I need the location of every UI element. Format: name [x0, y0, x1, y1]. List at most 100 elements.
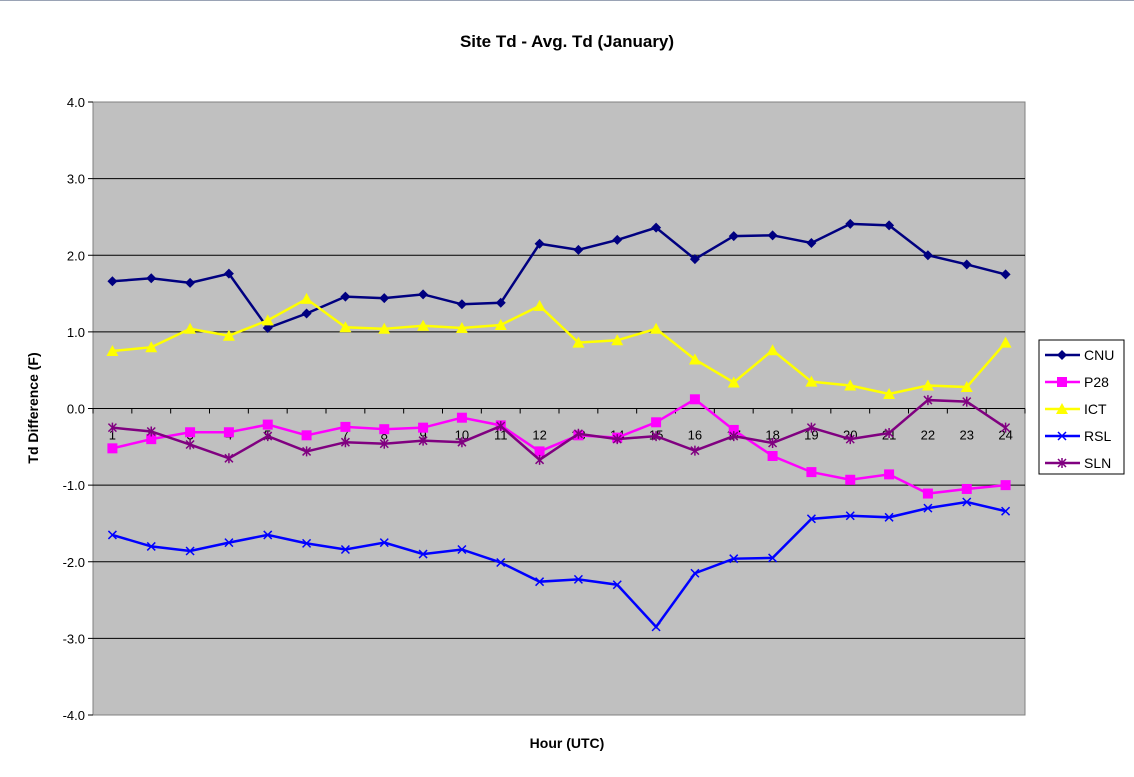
data-point-p28 — [534, 446, 545, 457]
data-point-sln — [573, 428, 583, 439]
data-point-ict — [572, 336, 585, 348]
data-point-rsl — [651, 622, 661, 632]
data-point-ict — [339, 321, 352, 333]
data-point-rsl — [418, 549, 428, 559]
data-point-rsl — [1001, 506, 1011, 516]
data-point-sln — [690, 445, 700, 456]
data-point-rsl — [340, 544, 350, 555]
y-tick-label: 3.0 — [67, 172, 85, 187]
legend-item-rsl: RSL — [1045, 428, 1111, 444]
data-point-rsl — [962, 497, 972, 507]
legend-box — [1038, 339, 1125, 475]
chart-title: Site Td - Avg. Td (January) — [460, 32, 674, 51]
data-point-ict — [455, 322, 468, 334]
data-point-rsl — [806, 514, 816, 524]
data-point-sln — [457, 437, 467, 448]
data-point-ict — [106, 345, 119, 357]
data-point-sln — [768, 437, 778, 448]
data-point-ict — [921, 379, 934, 391]
data-point-p28 — [262, 419, 273, 430]
data-point-p28 — [884, 469, 895, 480]
data-point-p28 — [689, 394, 700, 405]
y-axis-title: Td Difference (F) — [25, 352, 41, 463]
data-point-ict — [261, 314, 274, 326]
data-point-cnu — [301, 308, 312, 319]
data-point-rsl — [573, 574, 583, 584]
legend-marker — [1057, 458, 1067, 468]
data-point-cnu — [223, 268, 234, 279]
data-point-ict — [417, 319, 430, 331]
data-point-ict — [222, 329, 235, 341]
x-tick-label: 7 — [342, 428, 349, 443]
data-point-p28 — [379, 424, 390, 435]
data-point-rsl — [729, 554, 739, 564]
legend-marker — [1057, 431, 1067, 441]
data-point-ict — [300, 292, 313, 304]
data-point-p28 — [806, 467, 817, 478]
data-point-p28 — [922, 488, 933, 499]
data-point-ict — [378, 322, 391, 334]
series-cnu — [107, 218, 1011, 334]
data-point-rsl — [185, 546, 195, 556]
data-point-sln — [340, 437, 350, 448]
data-point-rsl — [457, 544, 467, 555]
data-point-cnu — [495, 297, 506, 308]
window-top-border — [0, 0, 1134, 1]
data-point-ict — [805, 375, 818, 387]
data-point-sln — [263, 431, 273, 442]
data-point-sln — [496, 421, 506, 432]
y-tick-label: -1.0 — [63, 478, 85, 493]
data-point-ict — [184, 322, 197, 334]
x-tick-label: 23 — [960, 428, 974, 443]
data-point-rsl — [107, 530, 117, 540]
data-point-cnu — [612, 234, 623, 245]
data-point-rsl — [768, 553, 778, 563]
data-point-cnu — [534, 238, 545, 249]
series-sln — [107, 395, 1011, 465]
data-point-rsl — [224, 538, 234, 548]
y-tick-label: 2.0 — [67, 248, 85, 263]
data-point-cnu — [107, 276, 118, 287]
data-point-rsl — [146, 541, 156, 551]
data-point-sln — [302, 446, 312, 457]
x-tick-label: 12 — [532, 428, 546, 443]
data-point-rsl — [496, 557, 506, 568]
data-point-cnu — [185, 277, 196, 288]
data-point-p28 — [456, 412, 467, 423]
legend-label: CNU — [1084, 347, 1114, 363]
data-point-ict — [145, 341, 158, 353]
data-point-cnu — [845, 218, 856, 229]
data-point-cnu — [922, 250, 933, 261]
y-tick-label: 1.0 — [67, 325, 85, 340]
data-point-cnu — [146, 273, 157, 284]
data-point-rsl — [612, 580, 622, 590]
data-point-ict — [650, 322, 663, 334]
data-point-p28 — [185, 427, 196, 438]
series-ict — [106, 292, 1012, 399]
legend-label: ICT — [1084, 401, 1107, 417]
data-point-cnu — [340, 291, 351, 302]
data-point-sln — [107, 422, 117, 433]
x-axis-ticks: 123456789101112131415161718192021222324 — [92, 408, 1026, 443]
data-point-rsl — [302, 538, 312, 548]
data-point-cnu — [379, 293, 390, 304]
data-point-sln — [923, 395, 933, 406]
data-point-sln — [651, 431, 661, 442]
data-point-ict — [883, 387, 896, 399]
y-tick-label: 4.0 — [67, 95, 85, 110]
series-group — [106, 218, 1012, 632]
data-point-ict — [960, 381, 973, 393]
legend-item-p28: P28 — [1045, 374, 1109, 390]
data-point-p28 — [961, 483, 972, 494]
series-line-sln — [112, 398, 1007, 462]
series-rsl — [107, 497, 1011, 632]
data-point-cnu — [456, 299, 467, 310]
data-point-sln — [612, 434, 622, 445]
data-point-sln — [806, 422, 816, 433]
data-point-rsl — [263, 530, 273, 540]
data-point-p28 — [301, 430, 312, 441]
y-axis-ticks: 4.0 3.0 2.0 1.0 0.0 -1.0 -2.0 -3.0 -4.0 — [63, 95, 93, 723]
data-point-ict — [494, 318, 507, 330]
y-tick-label: -3.0 — [63, 631, 85, 646]
data-point-ict — [766, 344, 779, 356]
